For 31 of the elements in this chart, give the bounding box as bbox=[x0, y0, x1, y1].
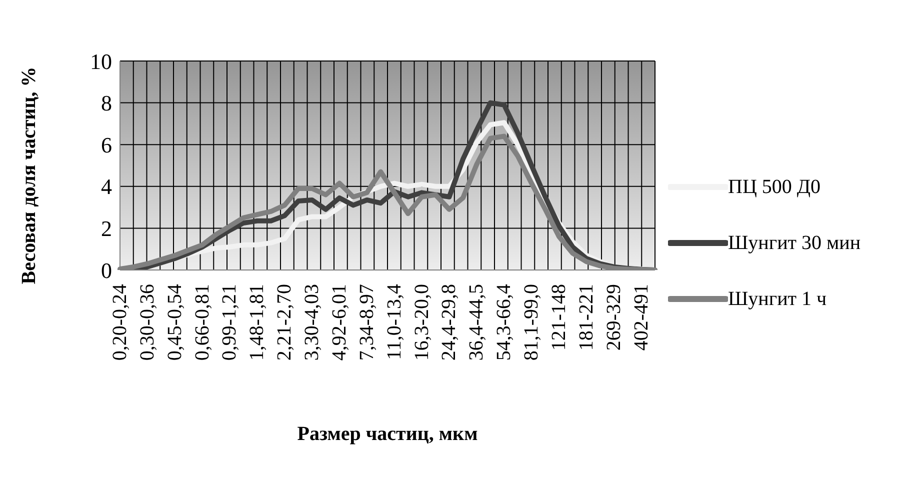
x-tick-label: 0,66-0,81 bbox=[191, 284, 214, 361]
x-tick-label: 0,20-0,24 bbox=[109, 284, 131, 361]
x-tick-label: 4,92-6,01 bbox=[328, 284, 350, 361]
y-tick-label: 10 bbox=[90, 48, 112, 74]
x-tick-label: 402-491 bbox=[630, 284, 652, 351]
x-tick-label: 121-148 bbox=[548, 284, 570, 351]
x-tick-label: 2,21-2,70 bbox=[274, 284, 296, 361]
x-tick-label: 0,30-0,36 bbox=[136, 284, 158, 361]
y-tick-label: 0 bbox=[101, 258, 112, 283]
x-tick-label: 181-221 bbox=[575, 284, 598, 351]
legend-label: Шунгит 30 мин bbox=[728, 232, 861, 254]
y-tick-label: 6 bbox=[101, 132, 112, 158]
y-tick-label: 2 bbox=[101, 216, 112, 242]
y-axis-title: Весовая доля частиц, % bbox=[18, 66, 40, 284]
x-tick-label: 16,3-20,0 bbox=[410, 284, 433, 361]
x-tick-label: 81,1-99,0 bbox=[520, 284, 543, 361]
x-tick-label: 24,4-29,8 bbox=[438, 284, 460, 361]
x-tick-label: 0,45-0,54 bbox=[164, 284, 186, 361]
x-tick-label: 11,0-13,4 bbox=[383, 284, 406, 360]
legend-label: Шунгит 1 ч bbox=[728, 288, 827, 310]
x-tick-label: 0,99-1,21 bbox=[218, 284, 241, 361]
y-tick-label: 4 bbox=[101, 174, 112, 200]
x-tick-label: 7,34-8,97 bbox=[356, 284, 378, 361]
x-axis-title: Размер частиц, мкм bbox=[297, 423, 478, 445]
y-tick-label: 8 bbox=[101, 90, 112, 116]
x-tick-label: 36,4-44,5 bbox=[466, 284, 488, 361]
legend-label: ПЦ 500 Д0 bbox=[728, 176, 821, 198]
x-tick-label: 1,48-1,81 bbox=[246, 284, 268, 361]
x-tick-label: 3,30-4,03 bbox=[301, 284, 324, 361]
x-tick-label: 269-329 bbox=[602, 284, 625, 351]
x-tick-label: 54,3-66,4 bbox=[493, 284, 516, 361]
